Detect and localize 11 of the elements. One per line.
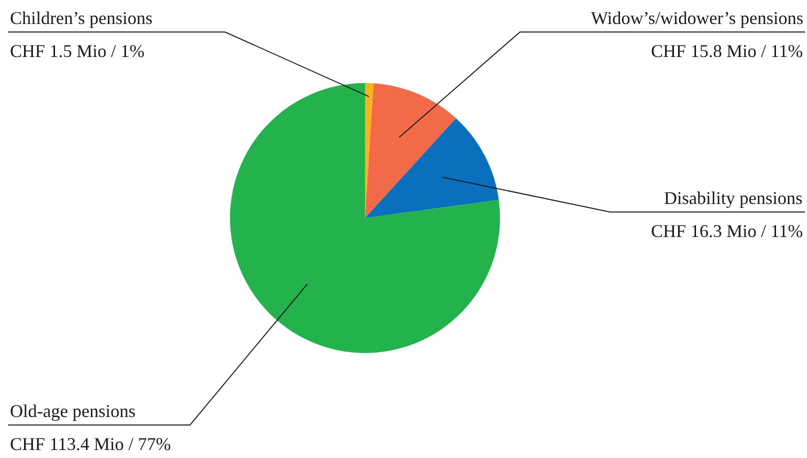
data-label: CHF 15.8 Mio / 11% [651, 41, 803, 61]
pie-slice [365, 118, 499, 218]
slice-label: Old-age pensions [10, 401, 136, 421]
slice-label: Children’s pensions [10, 8, 152, 28]
pie-slice [365, 83, 456, 218]
data-label: CHF 113.4 Mio / 77% [10, 434, 171, 454]
pie-slice [230, 83, 500, 353]
slice-label: Widow’s/widower’s pensions [591, 8, 804, 28]
slice-label: Disability pensions [664, 188, 802, 208]
data-label: CHF 1.5 Mio / 1% [10, 41, 145, 61]
data-label: CHF 16.3 Mio / 11% [651, 221, 803, 241]
